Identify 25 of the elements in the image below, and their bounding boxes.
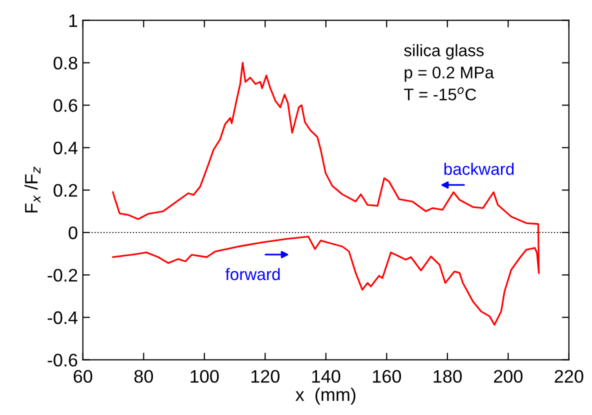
y-tick-label: -0.6	[48, 354, 78, 367]
y-tick-label: 0	[68, 226, 78, 240]
y-tick-label: -0.4	[48, 311, 78, 324]
x-axis-title: x (mm)	[296, 388, 356, 405]
x-tick-label: 200	[494, 370, 523, 383]
x-tick-label: 180	[434, 370, 462, 383]
y-tick-label: -0.2	[48, 268, 78, 282]
y-tick-label: 0.8	[54, 56, 78, 70]
y-tick-label: 0.4	[54, 142, 78, 154]
x-tick-label: 140	[312, 370, 340, 383]
y-tick-label: 1	[69, 14, 78, 27]
annotation: backward	[444, 162, 514, 175]
y-axis-title: F$_{x}$ /F$_{z}$	[24, 166, 40, 212]
annotation: silica glass	[404, 44, 484, 60]
x-tick-label: 80	[134, 370, 153, 383]
x-tick-label: 60	[74, 370, 92, 383]
annotation: p = 0.2 MPa	[404, 66, 494, 82]
y-tick-label: 0.6	[54, 99, 78, 112]
annotation: T = -15$^{o}$C	[404, 87, 476, 100]
x-tick-label: 160	[372, 370, 402, 383]
x-tick-label: 220	[554, 370, 584, 383]
y-tick-label: 0.2	[54, 184, 78, 197]
x-tick-label: 100	[190, 370, 219, 383]
annotation: forward	[225, 268, 280, 280]
x-tick-label: 120	[251, 370, 280, 383]
